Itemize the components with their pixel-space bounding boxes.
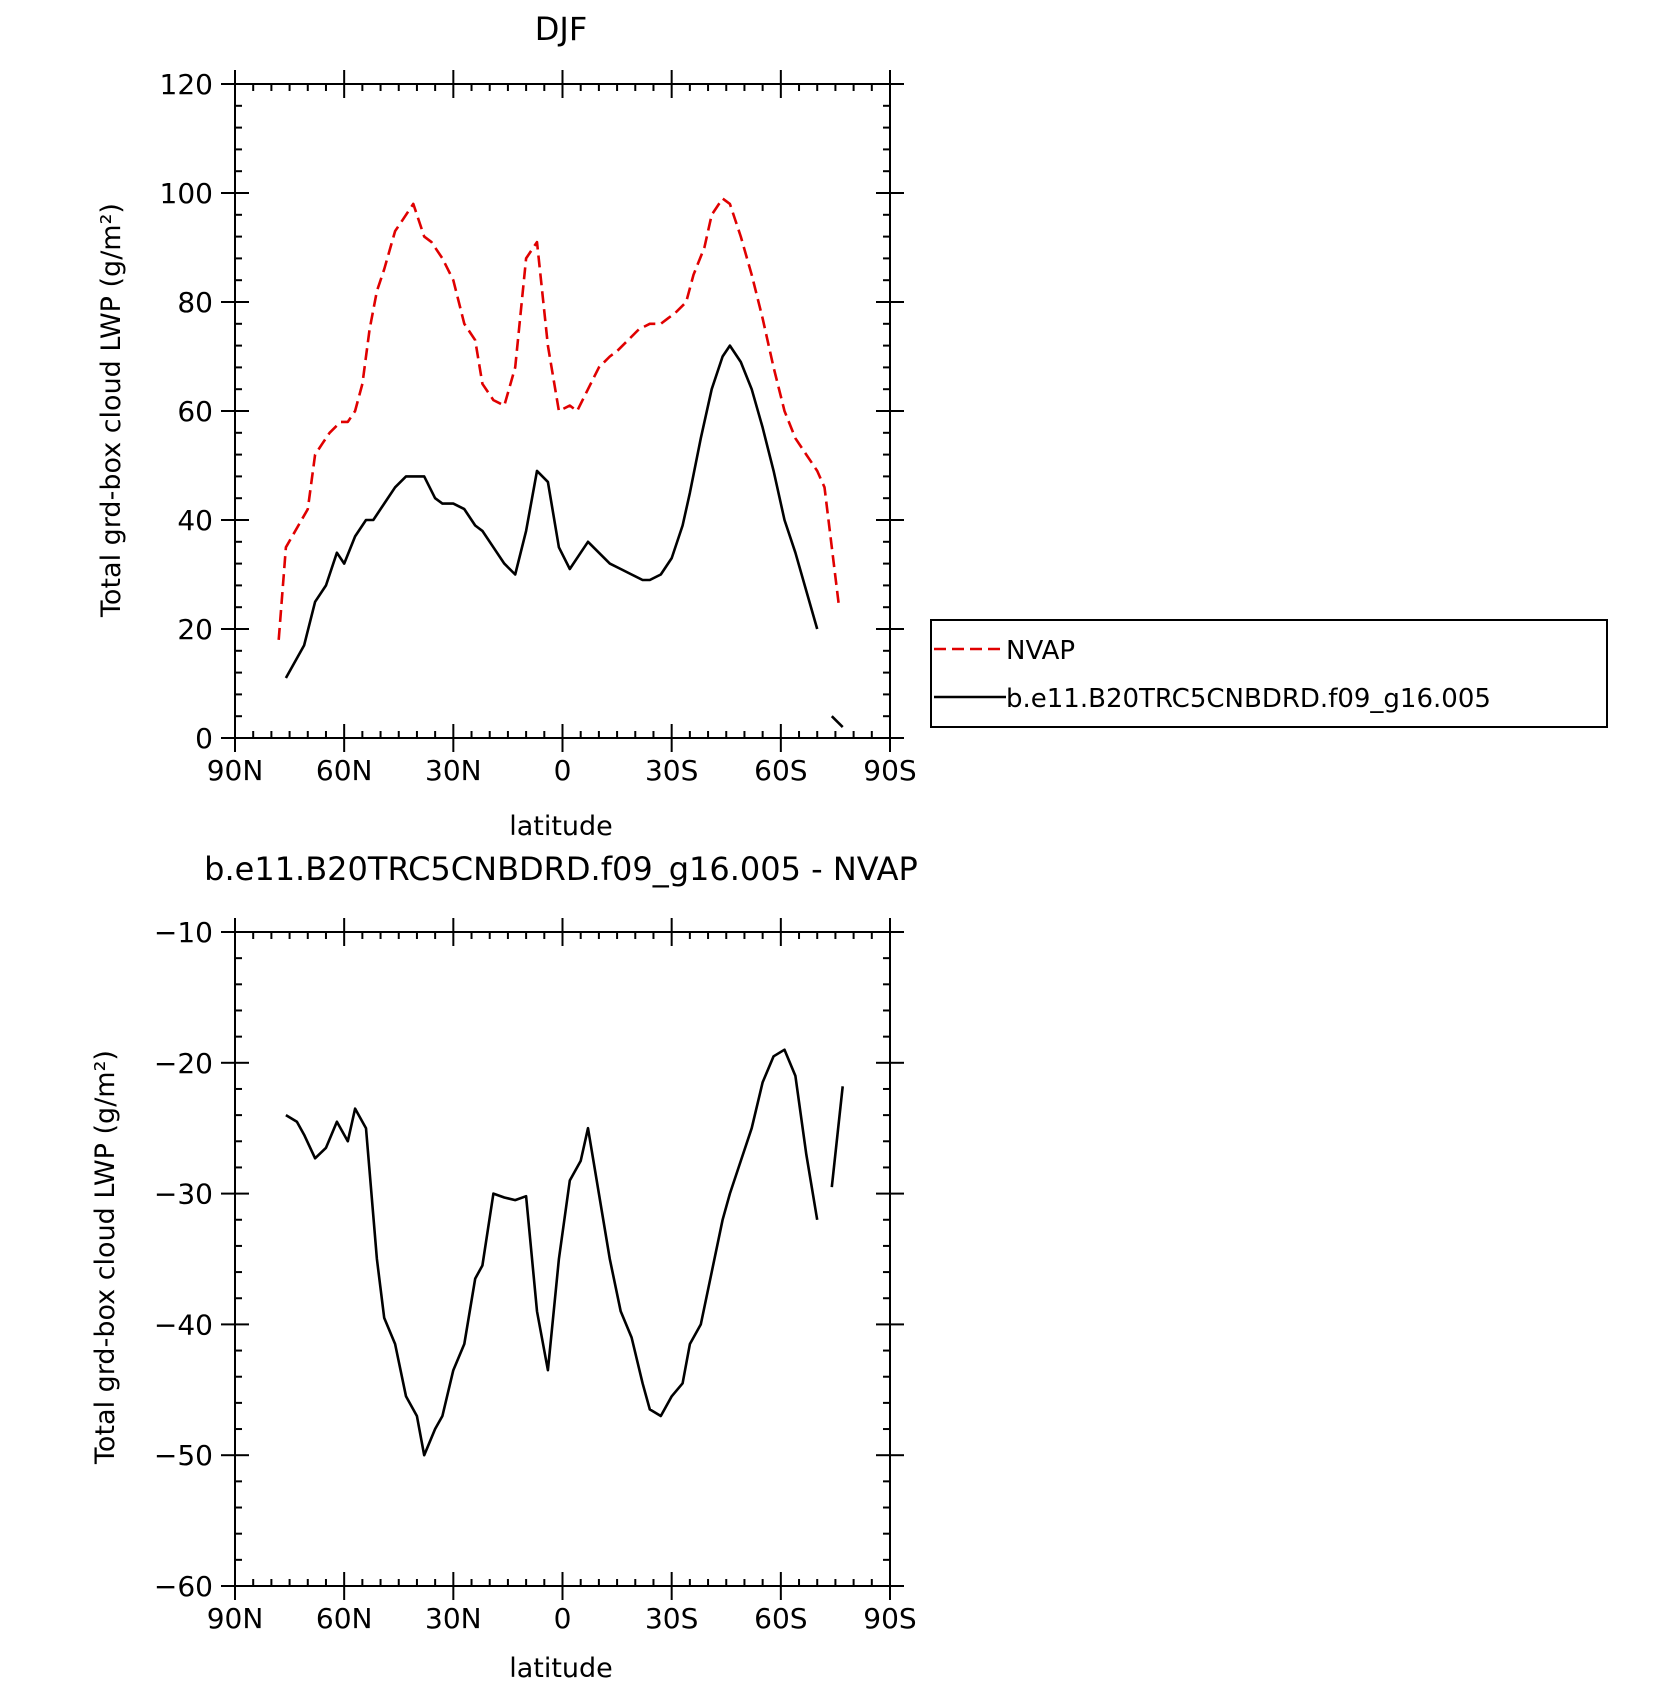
top-y-tick-label: 40: [177, 504, 213, 537]
legend-label-model: b.e11.B20TRC5CNBDRD.f09_g16.005: [1006, 684, 1491, 714]
legend-label-nvap: NVAP: [1006, 636, 1075, 666]
legend-box: [930, 619, 1608, 728]
top-series-b-e11-b20trc5cnbdrd-f09-g16-005: [284, 344, 819, 679]
bottom-panel: b.e11.B20TRC5CNBDRD.f09_g16.005 - NVAP T…: [90, 850, 918, 1681]
top-y-tick-label: 80: [177, 286, 213, 319]
top-y-tick-label: 100: [160, 177, 213, 210]
bottom-x-tick-label: 0: [554, 1602, 572, 1635]
bottom-series-difference-segment-1: [830, 1086, 844, 1188]
legend: NVAP b.e11.B20TRC5CNBDRD.f09_g16.005: [930, 619, 1608, 728]
bottom-y-tick-label: −20: [154, 1047, 213, 1080]
bottom-y-tick-label: −50: [154, 1439, 213, 1472]
top-panel-title: DJF: [535, 10, 587, 48]
top-x-axis-title: latitude: [509, 811, 613, 842]
top-series-b-e11-b20trc5cnbdrd-f09-g16-005-segment-1: [830, 715, 844, 729]
bottom-y-tick-label: −40: [154, 1308, 213, 1341]
bottom-series-difference: [285, 1048, 819, 1457]
bottom-panel-title: b.e11.B20TRC5CNBDRD.f09_g16.005 - NVAP: [204, 850, 918, 888]
bottom-x-tick-label: 30N: [425, 1602, 482, 1635]
bottom-y-axis-title: Total grd-box cloud LWP (g/m²): [90, 1050, 121, 1465]
bottom-x-tick-label: 30S: [645, 1602, 698, 1635]
top-x-tick-label: 90N: [207, 754, 264, 787]
bottom-x-tick-label: 60N: [316, 1602, 373, 1635]
bottom-y-tick-label: −10: [154, 916, 213, 949]
top-x-tick-label: 0: [554, 754, 572, 787]
top-x-tick-label: 60S: [754, 754, 807, 787]
top-y-tick-label: 120: [160, 68, 213, 101]
top-x-tick-label: 90S: [863, 754, 916, 787]
bottom-x-tick-label: 90S: [863, 1602, 916, 1635]
top-y-axis-title: Total grd-box cloud LWP (g/m²): [96, 203, 127, 618]
top-x-tick-label: 30S: [645, 754, 698, 787]
bottom-x-axis-title: latitude: [509, 1653, 613, 1681]
top-y-tick-label: 20: [177, 613, 213, 646]
top-y-tick-label: 60: [177, 395, 213, 428]
top-plot-frame: [234, 83, 891, 739]
top-x-tick-label: 30N: [425, 754, 482, 787]
top-x-tick-label: 60N: [316, 754, 373, 787]
top-panel: DJF Total grd-box cloud LWP (g/m²) latit…: [96, 10, 1608, 842]
bottom-y-tick-label: −30: [154, 1178, 213, 1211]
top-y-tick-label: 0: [195, 722, 213, 755]
top-plot-area: 90N 60N 30N 0 30S 60S 90S 0 20 40 60 80 100 120: [160, 68, 917, 787]
bottom-plot-area: 90N 60N 30N 0 30S 60S 90S −60 −50 −40 −30 −20 −10: [154, 916, 917, 1635]
bottom-x-tick-label: 60S: [754, 1602, 807, 1635]
bottom-plot-frame: [234, 931, 891, 1587]
bottom-x-tick-label: 90N: [207, 1602, 264, 1635]
top-series-nvap: [277, 197, 841, 641]
bottom-y-tick-label: −60: [154, 1570, 213, 1603]
